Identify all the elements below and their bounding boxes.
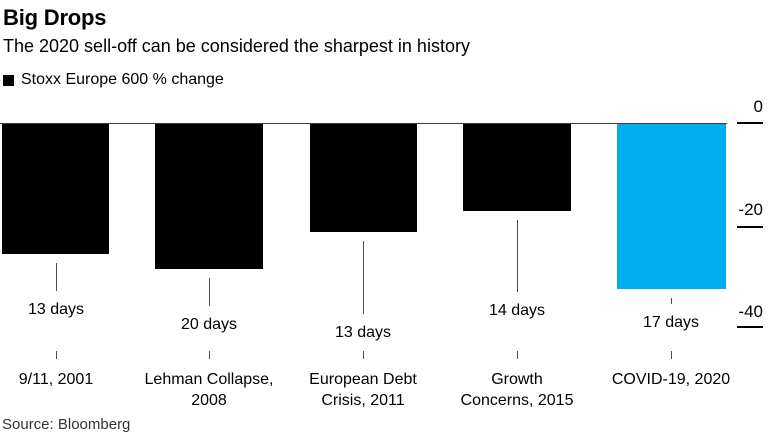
bar-duration-label: 20 days <box>180 316 238 333</box>
x-axis-tick <box>56 351 57 359</box>
x-axis-label: 9/11, 2001 <box>18 371 94 388</box>
x-axis-tick <box>671 351 672 359</box>
legend-swatch-icon <box>3 75 14 86</box>
y-axis-label: -20 <box>738 200 763 219</box>
legend-label: Stoxx Europe 600 % change <box>21 71 224 88</box>
y-axis-tick <box>737 122 763 124</box>
x-axis-label: Lehman Collapse, 2008 <box>144 371 274 409</box>
bar-duration-label: 13 days <box>27 301 85 318</box>
x-axis-label: COVID-19, 2020 <box>611 371 731 388</box>
bar-default <box>463 124 571 211</box>
bar-connector-line <box>671 298 672 304</box>
x-axis-tick <box>363 351 364 359</box>
y-axis-tick <box>737 326 763 328</box>
bar-duration-label: 14 days <box>488 302 546 319</box>
source-note: Source: Bloomberg <box>2 416 131 433</box>
bar-default <box>310 124 417 232</box>
chart-subtitle: The 2020 sell-off can be considered the … <box>3 36 470 56</box>
bar-connector-line <box>363 241 364 314</box>
bar-highlight <box>617 124 726 289</box>
x-axis-tick <box>517 351 518 359</box>
zero-axis-line <box>0 123 727 124</box>
x-axis-label: Growth Concerns, 2015 <box>460 371 574 409</box>
y-axis-label: 0 <box>753 97 763 116</box>
x-axis-tick <box>209 351 210 359</box>
bar-connector-line <box>517 220 518 292</box>
bar-default <box>155 124 263 269</box>
bar-duration-label: 13 days <box>334 324 392 341</box>
x-axis-label: European Debt Crisis, 2011 <box>309 371 417 409</box>
legend: Stoxx Europe 600 % change <box>3 71 224 89</box>
bar-duration-label: 17 days <box>642 314 700 331</box>
bar-connector-line <box>56 263 57 291</box>
y-axis-label: -40 <box>738 302 763 321</box>
bar-connector-line <box>209 278 210 306</box>
y-axis-tick <box>737 226 763 228</box>
page-title: Big Drops <box>3 5 107 30</box>
bar-default <box>2 124 109 254</box>
